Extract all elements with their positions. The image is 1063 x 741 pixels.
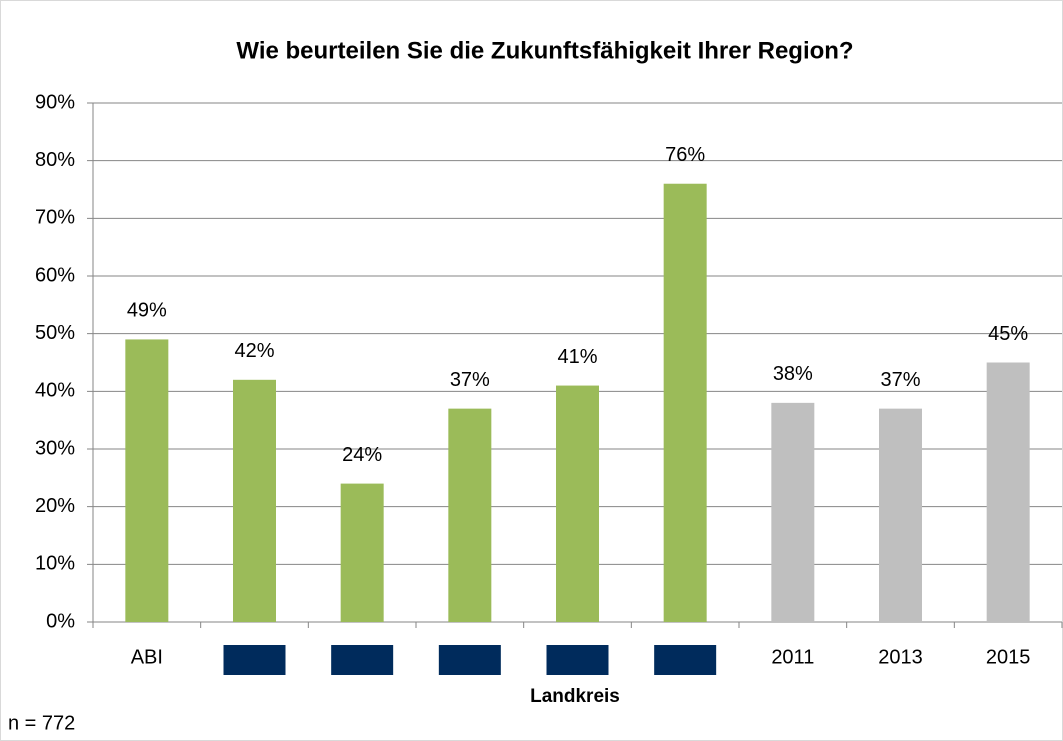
y-tick-label: 50% bbox=[35, 322, 75, 344]
redacted-label bbox=[331, 645, 394, 675]
y-tick-label: 80% bbox=[35, 149, 75, 171]
data-label: 45% bbox=[988, 323, 1028, 345]
data-label: 37% bbox=[450, 369, 490, 391]
bar bbox=[556, 385, 599, 622]
y-tick-label: 90% bbox=[35, 91, 75, 113]
x-tick-label: ABI bbox=[131, 646, 163, 668]
x-tick-label: 2015 bbox=[986, 646, 1031, 668]
y-tick-label: 10% bbox=[35, 553, 75, 575]
redacted-label bbox=[546, 645, 609, 675]
data-label: 37% bbox=[880, 369, 920, 391]
data-label: 76% bbox=[665, 144, 705, 166]
x-tick-label: 2011 bbox=[771, 646, 814, 668]
y-tick-label: 0% bbox=[46, 610, 75, 632]
bar bbox=[771, 402, 815, 622]
chart-title: Wie beurteilen Sie die Zukunftsfähigkeit… bbox=[236, 37, 853, 64]
data-label: 42% bbox=[234, 340, 274, 362]
note: n = 772 bbox=[8, 712, 75, 734]
data-label: 24% bbox=[342, 444, 382, 466]
bar bbox=[879, 408, 922, 622]
data-label: 38% bbox=[773, 363, 813, 385]
bar bbox=[125, 339, 169, 622]
redacted-label bbox=[223, 645, 286, 675]
bar bbox=[663, 183, 707, 622]
bar bbox=[448, 408, 492, 622]
bar bbox=[986, 362, 1030, 622]
x-tick-label: 2013 bbox=[878, 646, 923, 668]
y-tick-label: 40% bbox=[35, 380, 75, 402]
bar bbox=[340, 483, 384, 622]
redacted-label bbox=[438, 645, 501, 675]
data-label: 41% bbox=[557, 346, 597, 368]
y-tick-label: 30% bbox=[35, 437, 75, 459]
redacted-label bbox=[654, 645, 717, 675]
data-label: 49% bbox=[127, 300, 167, 322]
y-tick-label: 60% bbox=[35, 264, 75, 286]
y-tick-label: 20% bbox=[35, 495, 75, 517]
x-axis-title: Landkreis bbox=[530, 686, 620, 707]
bar bbox=[233, 379, 276, 622]
y-tick-label: 70% bbox=[35, 207, 75, 229]
